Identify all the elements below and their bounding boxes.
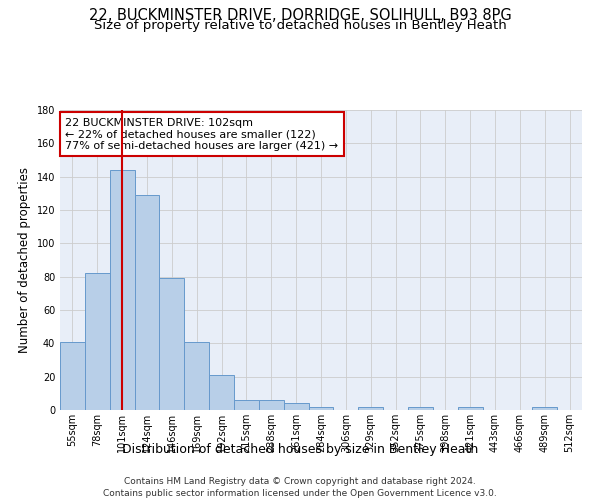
Bar [160,278,184,410]
Bar [234,400,259,410]
Bar [458,406,482,410]
Bar [209,375,234,410]
Bar [532,406,557,410]
Bar [60,342,85,410]
Bar [408,406,433,410]
Text: Contains HM Land Registry data © Crown copyright and database right 2024.: Contains HM Land Registry data © Crown c… [124,478,476,486]
Bar [184,342,209,410]
Text: Contains public sector information licensed under the Open Government Licence v3: Contains public sector information licen… [103,489,497,498]
Text: 22 BUCKMINSTER DRIVE: 102sqm
← 22% of detached houses are smaller (122)
77% of s: 22 BUCKMINSTER DRIVE: 102sqm ← 22% of de… [65,118,338,150]
Bar [308,406,334,410]
Bar [259,400,284,410]
Bar [358,406,383,410]
Text: Distribution of detached houses by size in Bentley Heath: Distribution of detached houses by size … [122,442,478,456]
Bar [284,404,308,410]
Text: 22, BUCKMINSTER DRIVE, DORRIDGE, SOLIHULL, B93 8PG: 22, BUCKMINSTER DRIVE, DORRIDGE, SOLIHUL… [89,8,511,22]
Y-axis label: Number of detached properties: Number of detached properties [18,167,31,353]
Bar [85,274,110,410]
Text: Size of property relative to detached houses in Bentley Heath: Size of property relative to detached ho… [94,19,506,32]
Bar [134,195,160,410]
Bar [110,170,134,410]
